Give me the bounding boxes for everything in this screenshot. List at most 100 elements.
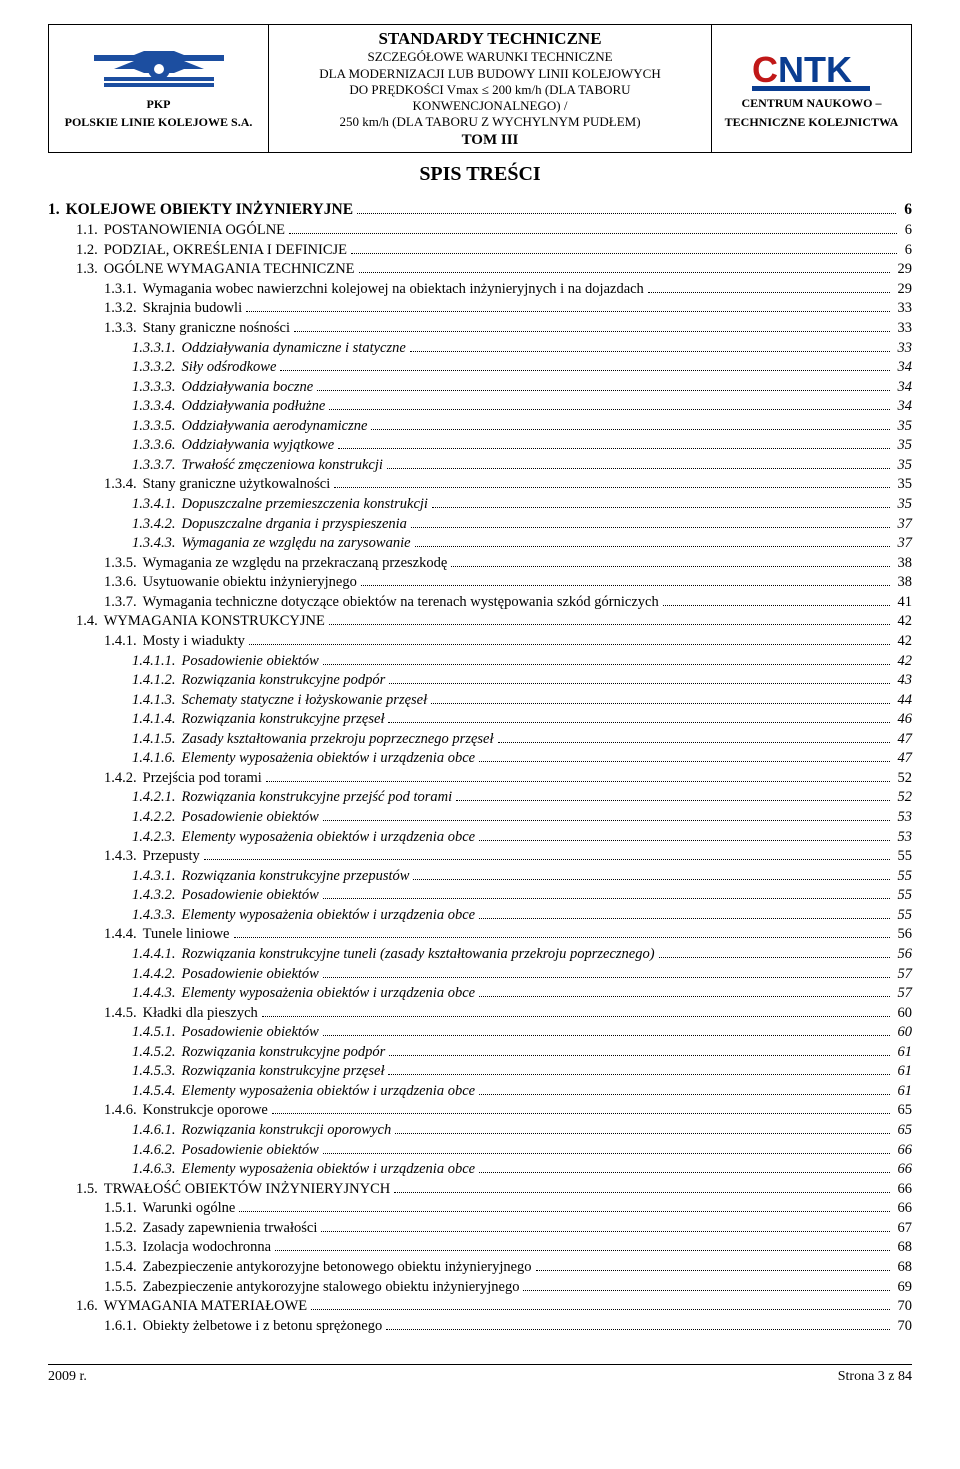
- toc-label: Posadowienie obiektów: [182, 808, 319, 828]
- toc-entry: 1.4.1.4.Rozwiązania konstrukcyjne przęse…: [48, 710, 912, 730]
- toc-leader-dots: [239, 1211, 889, 1212]
- toc-leader-dots: [389, 683, 889, 684]
- header-title: STANDARDY TECHNICZNE: [274, 28, 706, 49]
- toc-leader-dots: [659, 957, 890, 958]
- toc-leader-dots: [280, 370, 889, 371]
- toc-number: 1.4.4.1.: [132, 945, 182, 965]
- toc-page-number: 37: [894, 534, 913, 554]
- toc-entry: 1.3.1.Wymagania wobec nawierzchni kolejo…: [48, 280, 912, 300]
- toc-page-number: 52: [894, 788, 913, 808]
- toc-leader-dots: [323, 898, 890, 899]
- toc-number: 1.4.1.6.: [132, 749, 182, 769]
- toc-entry: 1.3.3.Stany graniczne nośności33: [48, 319, 912, 339]
- toc-label: Oddziaływania boczne: [182, 378, 314, 398]
- toc-entry: 1.5.3.Izolacja wodochronna68: [48, 1238, 912, 1258]
- toc-number: 1.4.2.3.: [132, 828, 182, 848]
- toc-number: 1.4.6.: [104, 1101, 143, 1121]
- toc-number: 1.3.3.3.: [132, 378, 182, 398]
- toc-number: 1.4.5.: [104, 1004, 143, 1024]
- toc-number: 1.3.3.: [104, 319, 143, 339]
- toc-number: 1.4.6.3.: [132, 1160, 182, 1180]
- toc-number: 1.4.1.5.: [132, 730, 182, 750]
- toc-label: Kładki dla pieszych: [143, 1004, 258, 1024]
- toc-entry: 1.5.TRWAŁOŚĆ OBIEKTÓW INŻYNIERYJNYCH66: [48, 1180, 912, 1200]
- toc-number: 1.4.1.3.: [132, 691, 182, 711]
- toc-leader-dots: [479, 1094, 889, 1095]
- toc-leader-dots: [479, 1172, 889, 1173]
- header-right-cell: C NTK CENTRUM NAUKOWO – TECHNICZNE KOLEJ…: [712, 25, 912, 153]
- toc-page-number: 68: [894, 1238, 913, 1258]
- toc-label: Rozwiązania konstrukcyjne przejść pod to…: [182, 788, 453, 808]
- toc-entry: 1.4.5.1.Posadowienie obiektów60: [48, 1023, 912, 1043]
- toc-label: Oddziaływania podłużne: [182, 397, 326, 417]
- toc-leader-dots: [323, 1035, 890, 1036]
- toc-label: POSTANOWIENIA OGÓLNE: [104, 221, 285, 241]
- toc-label: Obiekty żelbetowe i z betonu sprężonego: [143, 1317, 383, 1337]
- toc-number: 1.4.5.1.: [132, 1023, 182, 1043]
- plk-logo-icon: [84, 47, 234, 89]
- svg-text:NTK: NTK: [778, 49, 852, 90]
- toc-label: KOLEJOWE OBIEKTY INŻYNIERYJNE: [66, 200, 353, 221]
- toc-leader-dots: [323, 1153, 890, 1154]
- toc-page-number: 33: [894, 319, 913, 339]
- toc-leader-dots: [413, 879, 889, 880]
- toc-leader-dots: [456, 800, 889, 801]
- toc-page-number: 41: [894, 593, 913, 613]
- toc-page-number: 61: [894, 1082, 913, 1102]
- toc-page-number: 33: [894, 299, 913, 319]
- toc-label: Izolacja wodochronna: [143, 1238, 271, 1258]
- toc-number: 1.3.2.: [104, 299, 143, 319]
- toc-page-number: 35: [894, 495, 913, 515]
- toc-label: Zabezpieczenie antykorozyjne betonowego …: [143, 1258, 532, 1278]
- toc-label: Rozwiązania konstrukcyjne przepustów: [182, 867, 410, 887]
- toc-page-number: 42: [894, 652, 913, 672]
- toc-leader-dots: [246, 311, 889, 312]
- toc-number: 1.3.4.: [104, 475, 143, 495]
- toc-number: 1.4.1.4.: [132, 710, 182, 730]
- toc-page-number: 29: [894, 280, 913, 300]
- svg-text:C: C: [752, 49, 778, 90]
- header-left-line1: PKP: [54, 97, 263, 112]
- toc-entry: 1.4.WYMAGANIA KONSTRUKCYJNE42: [48, 612, 912, 632]
- toc-number: 1.3.4.1.: [132, 495, 182, 515]
- toc-entry: 1.3.7.Wymagania techniczne dotyczące obi…: [48, 593, 912, 613]
- toc-page-number: 29: [894, 260, 913, 280]
- toc-label: Rozwiązania konstrukcyjne przęseł: [182, 710, 385, 730]
- toc-leader-dots: [311, 1309, 889, 1310]
- toc-leader-dots: [432, 507, 890, 508]
- toc-page-number: 53: [894, 808, 913, 828]
- toc-number: 1.3.6.: [104, 573, 143, 593]
- header-line4: 250 km/h (DLA TABORU Z WYCHYLNYM PUDŁEM): [274, 114, 706, 130]
- toc-label: Dopuszczalne przemieszczenia konstrukcji: [182, 495, 428, 515]
- toc-leader-dots: [204, 859, 890, 860]
- toc-page-number: 57: [894, 965, 913, 985]
- toc-leader-dots: [388, 722, 889, 723]
- toc-number: 1.3.4.2.: [132, 515, 182, 535]
- footer-left: 2009 r.: [48, 1369, 87, 1385]
- toc-leader-dots: [262, 1016, 890, 1017]
- toc-entry: 1.4.4.Tunele liniowe56: [48, 925, 912, 945]
- toc-page-number: 34: [894, 397, 913, 417]
- header-line3: DO PRĘDKOŚCI Vmax ≤ 200 km/h (DLA TABORU…: [274, 82, 706, 115]
- toc-page-number: 69: [894, 1278, 913, 1298]
- toc-number: 1.4.2.: [104, 769, 143, 789]
- toc-leader-dots: [394, 1192, 889, 1193]
- toc-entry: 1.3.OGÓLNE WYMAGANIA TECHNICZNE29: [48, 260, 912, 280]
- toc-number: 1.4.2.1.: [132, 788, 182, 808]
- toc-entry: 1.4.3.3.Elementy wyposażenia obiektów i …: [48, 906, 912, 926]
- toc-number: 1.3.7.: [104, 593, 143, 613]
- main-heading: SPIS TREŚCI: [48, 163, 912, 186]
- toc-page-number: 61: [894, 1043, 913, 1063]
- toc-page-number: 42: [894, 612, 913, 632]
- toc-page-number: 37: [894, 515, 913, 535]
- toc-label: Oddziaływania wyjątkowe: [182, 436, 335, 456]
- document-header: PKP POLSKIE LINIE KOLEJOWE S.A. STANDARD…: [48, 24, 912, 153]
- toc-label: Rozwiązania konstrukcyjne podpór: [182, 1043, 386, 1063]
- toc-number: 1.4.5.4.: [132, 1082, 182, 1102]
- toc-label: Przepusty: [143, 847, 200, 867]
- toc-page-number: 47: [894, 749, 913, 769]
- toc-leader-dots: [479, 918, 889, 919]
- toc-entry: 1.5.2.Zasady zapewnienia trwałości67: [48, 1219, 912, 1239]
- toc-page-number: 70: [894, 1297, 913, 1317]
- toc-page-number: 34: [894, 378, 913, 398]
